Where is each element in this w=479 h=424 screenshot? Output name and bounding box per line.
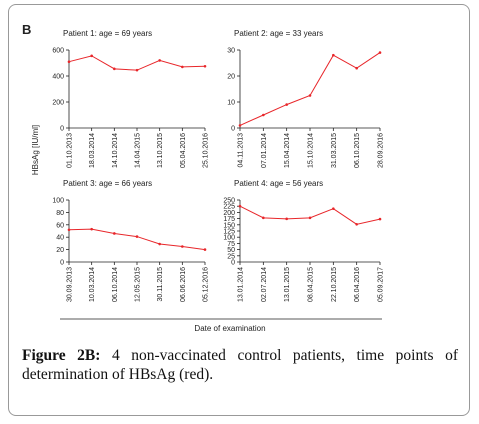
x-tick-label: 06.04.2016 <box>354 267 361 302</box>
data-line <box>239 52 381 126</box>
x-tick-label: 22.10.2015 <box>331 267 338 302</box>
x-tick-label: 12.05.2015 <box>135 267 142 302</box>
y-axis-label: HBsAg [IU/ml] <box>31 125 40 175</box>
y-tick-label: 250 <box>223 198 235 205</box>
y-tick-label: 0 <box>231 126 235 133</box>
x-tick-label: 25.10.2016 <box>203 133 210 168</box>
data-point <box>90 54 93 58</box>
x-tick-label: 06.06.2016 <box>180 267 187 302</box>
x-tick-label: 31.03.2015 <box>331 133 338 168</box>
data-point <box>181 65 184 69</box>
data-point <box>203 248 207 251</box>
x-axis-label: Date of examination <box>194 324 265 333</box>
y-tick-label: 10 <box>227 100 235 107</box>
y-tick-label: 0 <box>60 126 64 133</box>
data-line <box>239 205 381 225</box>
x-tick-label: 02.07.2014 <box>261 267 268 302</box>
y-tick-label: 175 <box>223 216 235 223</box>
data-point <box>238 204 242 208</box>
x-tick-label: 14.10.2014 <box>112 133 119 168</box>
data-point <box>285 217 288 221</box>
y-tick-label: 0 <box>231 260 235 267</box>
x-tick-label: 13.01.2014 <box>238 267 245 302</box>
x-tick-label: 05.12.2016 <box>203 267 210 302</box>
caption: Figure 2B: 4 non-vaccinated control pati… <box>22 346 458 384</box>
chart-title: Patient 4: age = 56 years <box>234 179 323 188</box>
y-tick-label: 60 <box>56 222 64 229</box>
x-tick-label: 10.03.2014 <box>89 267 96 302</box>
x-tick-label: 28.09.2016 <box>378 133 385 168</box>
y-tick-label: 30 <box>227 48 235 55</box>
y-tick-label: 125 <box>223 229 235 236</box>
x-tick-label: 14.04.2015 <box>135 133 142 168</box>
x-tick-label: 15.04.2014 <box>284 133 291 168</box>
x-tick-label: 30.11.2015 <box>157 267 164 302</box>
x-tick-label: 06.10.2015 <box>354 133 361 168</box>
x-tick-label: 13.10.2015 <box>157 133 164 168</box>
y-tick-label: 20 <box>56 247 64 254</box>
y-tick-label: 200 <box>52 100 64 107</box>
data-point <box>67 228 71 232</box>
data-point <box>135 235 139 238</box>
y-tick-label: 225 <box>223 204 235 211</box>
y-tick-label: 150 <box>223 222 235 229</box>
data-point <box>181 245 184 248</box>
y-tick-label: 25 <box>227 253 235 260</box>
data-point <box>158 59 161 62</box>
y-tick-label: 75 <box>227 241 235 248</box>
x-tick-label: 13.01.2015 <box>284 267 291 302</box>
data-point <box>355 223 358 226</box>
chart-title: Patient 2: age = 33 years <box>234 29 323 38</box>
data-point <box>113 67 116 71</box>
data-line <box>68 228 206 251</box>
chart-title: Patient 1: age = 69 years <box>63 29 152 38</box>
x-tick-label: 04.11.2013 <box>238 133 245 168</box>
data-point <box>308 216 312 220</box>
caption-text: 4 non-vaccinated control patients, time … <box>22 347 458 383</box>
data-point <box>355 66 358 70</box>
chart-title: Patient 3: age = 66 years <box>63 179 152 188</box>
data-point <box>332 207 335 210</box>
y-tick-label: 80 <box>56 210 64 217</box>
x-tick-label: 15.10.2014 <box>308 133 315 168</box>
data-point <box>285 103 288 106</box>
data-point <box>332 53 335 57</box>
data-point <box>262 113 265 117</box>
x-tick-label: 30.09.2013 <box>67 267 74 302</box>
x-tick-label: 08.04.2015 <box>308 267 315 302</box>
y-tick-label: 100 <box>52 198 64 205</box>
data-point <box>67 60 71 63</box>
panel-label: B <box>22 22 31 37</box>
data-point <box>238 124 242 127</box>
data-point <box>308 94 312 97</box>
y-tick-label: 200 <box>223 210 235 217</box>
x-tick-label: 07.01.2014 <box>261 133 268 168</box>
data-point <box>203 64 207 68</box>
figure-frame <box>8 4 470 416</box>
data-point <box>158 242 161 246</box>
x-tick-label: 05.09.2017 <box>378 267 385 302</box>
y-tick-label: 40 <box>56 235 64 242</box>
data-point <box>262 216 265 220</box>
x-tick-label: 06.10.2014 <box>112 267 119 302</box>
y-tick-label: 20 <box>227 74 235 81</box>
y-tick-label: 600 <box>52 48 64 55</box>
data-point <box>113 232 116 235</box>
data-point <box>378 51 382 54</box>
y-tick-label: 0 <box>60 260 64 267</box>
x-tick-label: 01.10.2013 <box>67 133 74 168</box>
caption-label: Figure 2B: <box>22 347 101 364</box>
data-line <box>68 55 206 71</box>
data-point <box>90 227 93 231</box>
x-tick-label: 18.03.2014 <box>89 133 96 168</box>
x-tick-label: 05.04.2016 <box>180 133 187 168</box>
y-tick-label: 100 <box>223 235 235 242</box>
y-tick-label: 400 <box>52 74 64 81</box>
data-point <box>378 217 382 221</box>
data-point <box>135 68 139 72</box>
y-tick-label: 50 <box>227 247 235 254</box>
